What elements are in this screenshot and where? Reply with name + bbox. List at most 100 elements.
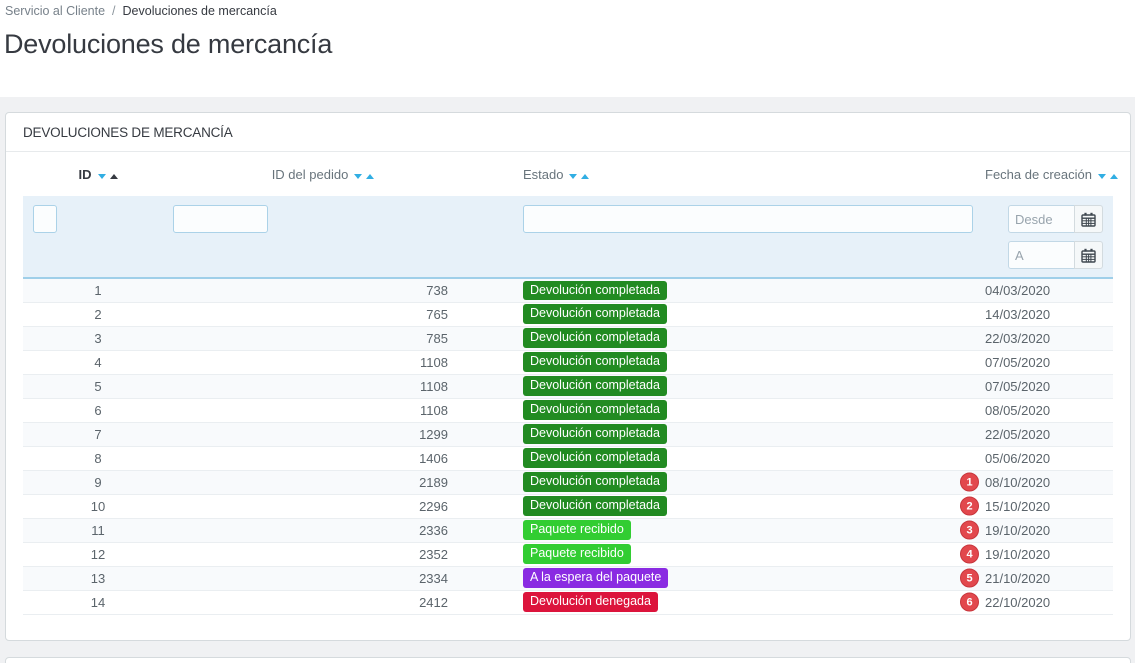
cell-order-id: 765 <box>426 306 448 322</box>
sort-asc-icon[interactable] <box>109 173 118 179</box>
cell-id: 14 <box>90 594 106 610</box>
annotation-marker: 2 <box>960 496 979 516</box>
cell-order-id: 2336 <box>419 522 448 538</box>
cell-date: 21/10/2020 <box>985 570 1051 586</box>
column-header-order-id[interactable]: ID del pedido <box>173 152 473 196</box>
table-row[interactable]: 12 2352 Paquete recibido 4 19/10/2020 <box>23 542 1113 566</box>
returns-table-body: 1 738 Devolución completada 04/03/2020 2… <box>23 278 1113 614</box>
returns-panel: DEVOLUCIONES DE MERCANCÍA ID ID del pedi… <box>5 112 1131 641</box>
status-badge: Devolución denegada <box>523 592 658 612</box>
cell-order-id: 2334 <box>419 570 448 586</box>
cell-date: 19/10/2020 <box>985 522 1051 538</box>
column-header-order-id-label: ID del pedido <box>271 166 349 182</box>
sort-desc-icon[interactable] <box>569 173 578 179</box>
page-title: Devoluciones de mercancía <box>4 29 333 59</box>
cell-order-id: 1108 <box>420 402 448 418</box>
cell-id: 3 <box>94 330 102 346</box>
status-badge: Devolución completada <box>523 448 667 468</box>
cell-order-id: 1108 <box>420 354 448 370</box>
cell-id: 4 <box>94 354 102 370</box>
cell-order-id: 2412 <box>419 594 448 610</box>
status-badge: Devolución completada <box>523 496 667 516</box>
table-row[interactable]: 9 2189 Devolución completada 1 08/10/202… <box>23 470 1113 494</box>
table-row[interactable]: 4 1108 Devolución completada 07/05/2020 <box>23 350 1113 374</box>
cell-date: 04/03/2020 <box>985 282 1051 298</box>
cell-date: 07/05/2020 <box>985 378 1051 394</box>
breadcrumb-section[interactable]: Servicio al Cliente <box>5 4 106 18</box>
breadcrumb-separator: / <box>112 4 116 18</box>
sort-asc-icon[interactable] <box>581 173 590 179</box>
cell-order-id: 2296 <box>419 498 448 514</box>
calendar-icon <box>1081 248 1096 263</box>
status-badge: Devolución completada <box>523 280 667 300</box>
table-row[interactable]: 3 785 Devolución completada 22/03/2020 <box>23 326 1113 350</box>
column-header-id[interactable]: ID <box>23 152 173 196</box>
table-row[interactable]: 13 2334 A la espera del paquete 5 21/10/… <box>23 566 1113 590</box>
table-row[interactable]: 1 738 Devolución completada 04/03/2020 <box>23 278 1113 302</box>
sort-desc-icon[interactable] <box>97 173 106 179</box>
status-badge: Devolución completada <box>523 304 667 324</box>
returns-table: ID ID del pedido Estado Fecha de creació… <box>23 152 1118 615</box>
date-from-group <box>958 205 1103 233</box>
table-row[interactable]: 14 2412 Devolución denegada 6 22/10/2020 <box>23 590 1113 614</box>
next-panel-edge <box>5 657 1131 663</box>
breadcrumb: Servicio al Cliente / Devoluciones de me… <box>5 4 277 18</box>
column-header-status[interactable]: Estado <box>473 152 958 196</box>
cell-order-id: 738 <box>426 282 448 298</box>
cell-date: 22/03/2020 <box>985 330 1051 346</box>
cell-date: 22/05/2020 <box>985 426 1051 442</box>
column-header-date[interactable]: Fecha de creación <box>958 152 1118 196</box>
status-badge: Devolución completada <box>523 472 667 492</box>
column-header-status-label: Estado <box>523 166 564 182</box>
table-row[interactable]: 6 1108 Devolución completada 08/05/2020 <box>23 398 1113 422</box>
annotation-marker: 4 <box>960 544 979 564</box>
table-row[interactable]: 2 765 Devolución completada 14/03/2020 <box>23 302 1113 326</box>
cell-order-id: 1299 <box>419 426 448 442</box>
sort-arrows <box>354 173 375 179</box>
cell-id: 5 <box>94 378 102 394</box>
column-header-date-label: Fecha de creación <box>985 166 1092 182</box>
filter-order-id-input[interactable] <box>173 205 268 233</box>
sort-asc-icon[interactable] <box>1109 173 1118 179</box>
cell-date: 19/10/2020 <box>985 546 1051 562</box>
sort-arrows <box>97 173 118 179</box>
cell-date: 22/10/2020 <box>985 594 1051 610</box>
table-filter-row <box>23 196 1113 278</box>
filter-date-to-input[interactable] <box>1008 241 1075 269</box>
cell-id: 13 <box>90 570 106 586</box>
date-from-calendar-button[interactable] <box>1074 205 1103 233</box>
cell-date: 08/10/2020 <box>985 474 1051 490</box>
cell-id: 8 <box>94 450 102 466</box>
filter-id-input[interactable] <box>33 205 57 233</box>
cell-order-id: 1406 <box>419 450 448 466</box>
cell-order-id: 2189 <box>419 474 448 490</box>
status-badge: A la espera del paquete <box>523 568 669 588</box>
table-header-row: ID ID del pedido Estado Fecha de creació… <box>23 152 1118 196</box>
cell-id: 11 <box>91 522 105 538</box>
date-to-group <box>958 241 1103 269</box>
table-row[interactable]: 7 1299 Devolución completada 22/05/2020 <box>23 422 1113 446</box>
filter-date-from-input[interactable] <box>1008 205 1075 233</box>
sort-desc-icon[interactable] <box>1097 173 1106 179</box>
status-badge: Devolución completada <box>523 352 667 372</box>
annotation-marker: 6 <box>960 592 979 612</box>
annotation-marker: 3 <box>960 520 979 540</box>
date-to-calendar-button[interactable] <box>1074 241 1103 269</box>
cell-id: 6 <box>94 402 102 418</box>
cell-date: 15/10/2020 <box>985 498 1051 514</box>
sort-asc-icon[interactable] <box>366 173 375 179</box>
table-row[interactable]: 11 2336 Paquete recibido 3 19/10/2020 <box>23 518 1113 542</box>
cell-order-id: 1108 <box>420 378 448 394</box>
sort-desc-icon[interactable] <box>354 173 363 179</box>
status-badge: Devolución completada <box>523 376 667 396</box>
table-row[interactable]: 8 1406 Devolución completada 05/06/2020 <box>23 446 1113 470</box>
cell-id: 9 <box>94 474 102 490</box>
table-row[interactable]: 5 1108 Devolución completada 07/05/2020 <box>23 374 1113 398</box>
cell-id: 2 <box>94 306 102 322</box>
annotation-marker: 5 <box>960 568 979 588</box>
calendar-icon <box>1081 212 1096 227</box>
status-badge: Devolución completada <box>523 328 667 348</box>
cell-id: 7 <box>94 426 102 442</box>
table-row[interactable]: 10 2296 Devolución completada 2 15/10/20… <box>23 494 1113 518</box>
filter-status-input[interactable] <box>523 205 973 233</box>
